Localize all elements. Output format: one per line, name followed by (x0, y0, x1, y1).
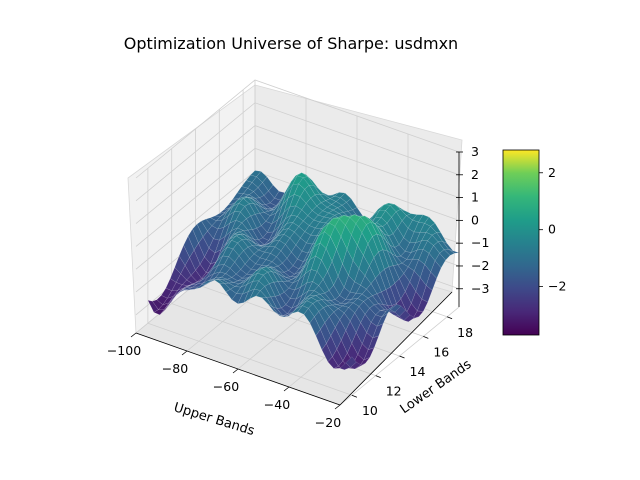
y-axis-ticks: 10 12 14 16 18 (351, 316, 473, 418)
y-tick (446, 316, 453, 320)
surface-facet (345, 356, 357, 368)
colorbar-ticks: −2 0 2 (539, 165, 566, 294)
surface-facet (439, 249, 451, 261)
x-tick (334, 404, 341, 410)
y-tick (423, 336, 429, 339)
surface-facet (443, 249, 455, 256)
x-tick-label: −100 (107, 343, 141, 358)
z-tick-label: 0 (471, 212, 479, 227)
surface-facet (421, 285, 433, 303)
z-tick-label: 2 (471, 167, 479, 182)
grid-y (171, 148, 376, 376)
colorbar-tick-label: −2 (548, 279, 566, 294)
z-tick-label: 1 (471, 190, 479, 205)
y-tick-label: 16 (433, 344, 449, 359)
surface-facet (408, 316, 419, 322)
z-tick-label: −1 (471, 235, 489, 250)
y-tick-label: 18 (457, 325, 473, 340)
x-tick-label: −60 (213, 379, 239, 394)
x-axis-label: Upper Bands (172, 400, 257, 439)
x-tick-label: −40 (264, 397, 290, 412)
surface-facet (359, 357, 371, 367)
y-tick-label: 10 (362, 403, 378, 418)
y-tick-label: 14 (410, 364, 426, 379)
x-tick-label: −80 (162, 361, 188, 376)
x-tick (130, 332, 137, 338)
colorbar-gradient (502, 149, 540, 336)
surface-facet (372, 323, 384, 339)
y-axis-line (339, 291, 453, 406)
grid-z (135, 125, 460, 224)
grid-y (147, 168, 353, 396)
x-axis-ticks: −100 −80 −60 −40 −20 (107, 332, 341, 430)
surface-facet (390, 304, 402, 313)
colorbar-tick-label: 2 (548, 165, 556, 180)
surface-facet (367, 335, 379, 350)
surface-facet (363, 347, 375, 361)
z-tick-label: −3 (471, 281, 489, 296)
x-tick-label: −20 (315, 415, 341, 430)
z-tick-label: −2 (471, 258, 489, 273)
grid-z (135, 79, 460, 179)
x-tick (181, 350, 188, 356)
z-axis-ticks: −3 −2 −1 0 1 2 3 (456, 144, 489, 296)
z-tick-label: 3 (471, 144, 479, 159)
y-tick (375, 375, 381, 378)
grid-z (135, 147, 460, 247)
y-tick (351, 394, 358, 398)
chart-title: Optimization Universe of Sharpe: usdmxn (124, 34, 458, 53)
surface-plot (147, 170, 460, 370)
surface-facet (403, 314, 415, 322)
surface-facet (394, 305, 406, 317)
colorbar: −2 0 2 (502, 149, 566, 336)
x-tick (283, 386, 290, 392)
y-tick-label: 12 (386, 384, 402, 399)
x-tick (232, 368, 239, 374)
colorbar-tick-label: 0 (548, 222, 556, 237)
y-tick (399, 355, 405, 359)
grid-z (135, 102, 460, 202)
